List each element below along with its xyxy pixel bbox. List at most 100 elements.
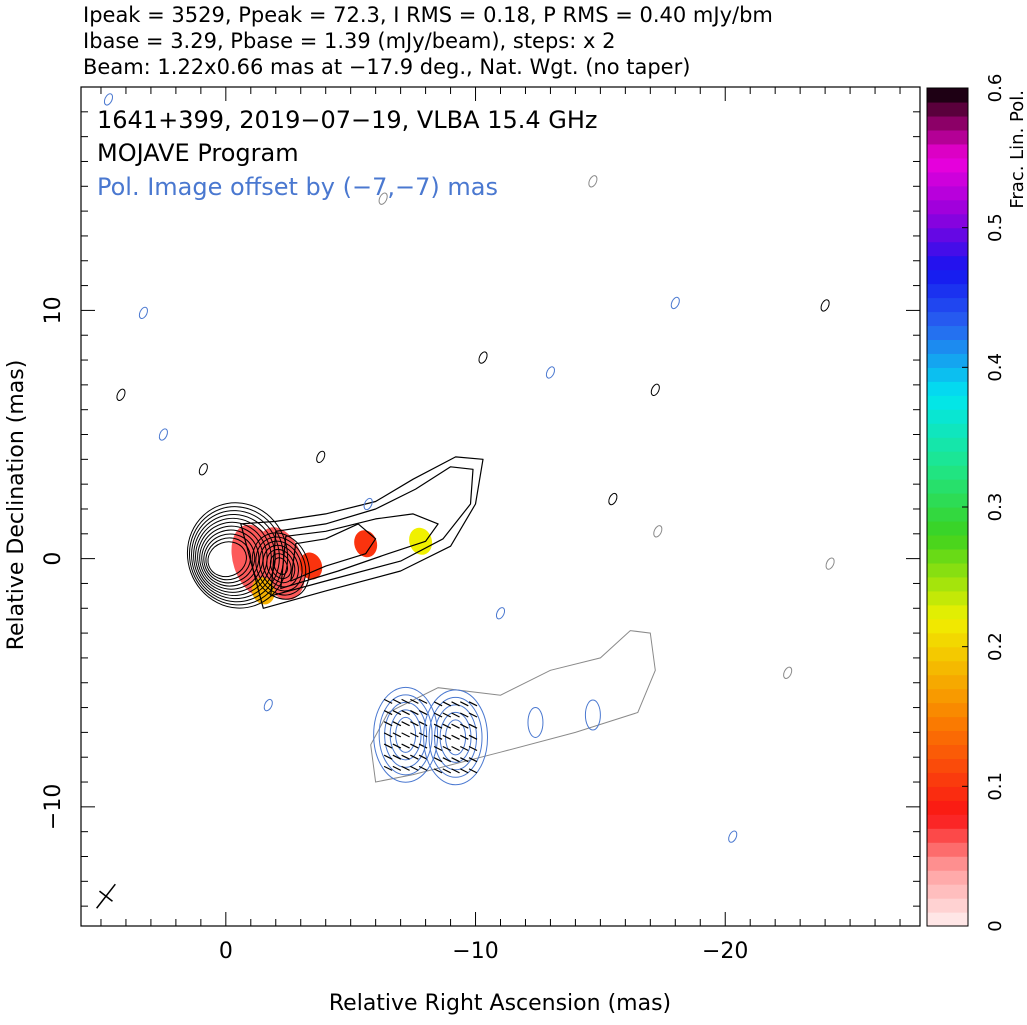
colorbar-band [927,101,968,117]
colorbar-band [927,786,968,801]
colorbar-band [927,409,968,424]
evpa-vector [433,723,443,729]
noise-contour [653,525,663,538]
evpa-vector [401,754,410,760]
noise-contour [728,830,738,843]
source-title: 1641+399, 2019−07−19, VLBA 15.4 GHz [97,106,598,134]
intensity-contour [290,523,377,582]
intensity-contour [266,548,296,584]
evpa-vector [451,701,460,707]
colorbar-band [927,171,968,187]
intensity-contour [273,557,289,575]
header-line-1: Ipeak = 3529, Ppeak = 72.3, I RMS = 0.18… [83,3,773,27]
evpa-vector [401,698,410,704]
noise-contour [588,175,598,188]
evpa-vector [410,709,419,716]
header-line-2: Ibase = 3.29, Pbase = 1.39 (mJy/beam), s… [83,29,615,53]
noise-contour [783,666,793,679]
noise-contour [650,383,660,396]
evpa-vector [433,712,443,718]
evpa-vector [460,712,469,718]
evpa-vector [433,734,443,740]
colorbar-band [927,674,968,690]
evpa-vector [418,698,428,704]
colorbar-band [927,507,968,522]
intensity-contour [255,536,307,596]
colorbar-band [927,283,968,299]
noise-contour [316,450,326,463]
intensity-contour [203,533,256,584]
evpa-vector [383,743,393,749]
colorbar-band [927,758,968,773]
colorbar-tick-label: 0.6 [985,74,1006,103]
colorbar-band [927,730,968,746]
program-label: MOJAVE Program [97,139,299,167]
x-tick-label: −20 [702,939,748,964]
colorbar-band [927,325,968,340]
evpa-vector [392,709,402,716]
evpa-vector [410,743,419,749]
colorbar-band [927,744,968,759]
evpa-vector [418,721,428,727]
evpa-vector [433,757,443,763]
evpa-vector [451,745,460,752]
header-line-3: Beam: 1.22x0.66 mas at −17.9 deg., Nat. … [83,55,690,79]
intensity-contour [201,529,260,587]
evpa-vector [383,765,393,771]
evpa-vector [442,712,452,718]
intensity-contour [251,532,310,600]
polarization-contour [389,709,422,761]
colorbar-band [927,688,968,704]
noise-contour [478,351,488,364]
colorbar-band [927,199,968,215]
evpa-vector [442,701,452,707]
colorbar-band [927,437,968,452]
colorbar-tick-label: 0.5 [985,213,1006,242]
intensity-contour [270,466,474,597]
noise-contour [263,698,273,712]
colorbar-band [927,660,968,676]
colorbar-band [927,772,968,787]
noise-contour [608,492,618,506]
polarization-contour [584,699,601,731]
colorbar-band [927,353,968,368]
offset-total-intensity-contour [370,630,656,783]
polarization-contour [423,689,489,786]
beam-minor-axis [99,890,113,902]
colorbar-band [927,604,968,620]
colorbar-tick-label: 0.4 [985,353,1006,382]
evpa-vector [460,734,469,740]
noise-contour [825,557,835,570]
evpa-vector [468,745,478,752]
intensity-contour [205,537,252,581]
evpa-vector [451,734,460,740]
evpa-vector [401,709,410,716]
colorbar-tick-label: 0.1 [985,772,1006,801]
colorbar-band [927,255,968,271]
intensity-contour [269,553,292,580]
evpa-vector [392,698,402,704]
evpa-vector [442,745,452,752]
colorbar-band [927,381,968,396]
y-axis-label: Relative Declination (mas) [4,360,29,651]
evpa-vector [410,721,419,727]
colorbar-band [927,912,968,927]
polarization-contour [428,696,483,778]
x-tick-label: 0 [219,939,233,964]
evpa-vector [433,701,443,707]
evpa-vector [383,709,393,716]
colorbar-band [927,562,968,578]
evpa-vector [410,698,419,704]
colorbar-band [927,884,968,899]
evpa-vector [383,754,393,760]
noise-contour [363,497,373,511]
evpa-vector [410,754,419,760]
evpa-vector [460,768,469,774]
polarization-contour [434,704,478,771]
evpa-vector [442,734,452,740]
colorbar-label: Frac. Lin. Pol. [1007,90,1027,209]
colorbar-band [927,465,968,480]
colorbar-band [927,395,968,410]
evpa-vector [433,768,443,774]
colorbar-band [927,339,968,354]
